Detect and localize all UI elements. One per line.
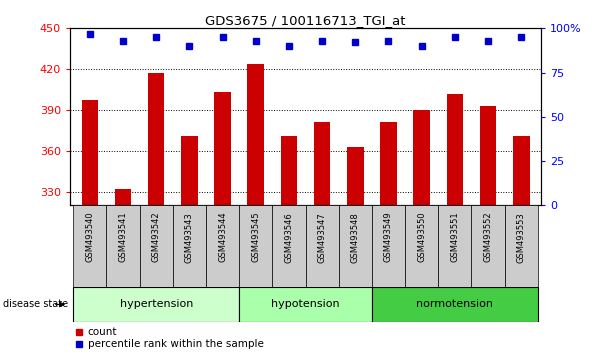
Bar [73,205,106,287]
Bar [480,106,496,205]
Text: disease state: disease state [3,299,68,309]
Title: GDS3675 / 100116713_TGI_at: GDS3675 / 100116713_TGI_at [206,14,406,27]
Bar [247,64,264,205]
Bar [305,205,339,287]
Bar [148,73,165,205]
Text: GSM493543: GSM493543 [185,212,194,263]
Bar [181,136,198,205]
Bar [372,287,538,322]
Text: hypotension: hypotension [271,299,340,309]
Bar [106,205,140,287]
Text: GSM493542: GSM493542 [152,212,161,262]
Bar [380,122,397,205]
Bar [438,205,471,287]
Bar [339,205,372,287]
Text: normotension: normotension [416,299,493,309]
Bar [115,189,131,205]
Bar [413,110,430,205]
Text: GSM493545: GSM493545 [251,212,260,262]
Bar [372,205,405,287]
Bar [73,287,239,322]
Bar [239,287,372,322]
Text: hypertension: hypertension [120,299,193,309]
Bar [81,101,98,205]
Text: GSM493540: GSM493540 [85,212,94,262]
Bar [314,122,330,205]
Text: GSM493544: GSM493544 [218,212,227,262]
Bar [140,205,173,287]
Bar [214,92,231,205]
Legend: count, percentile rank within the sample: count, percentile rank within the sample [75,327,263,349]
Text: GSM493549: GSM493549 [384,212,393,262]
Bar [471,205,505,287]
Bar [405,205,438,287]
Bar [347,147,364,205]
Bar [239,205,272,287]
Bar [173,205,206,287]
Bar [446,94,463,205]
Bar [505,205,538,287]
Text: GSM493548: GSM493548 [351,212,360,263]
Bar [272,205,305,287]
Bar [206,205,239,287]
Text: GSM493551: GSM493551 [451,212,459,262]
Bar [513,136,530,205]
Text: GSM493550: GSM493550 [417,212,426,262]
Text: GSM493553: GSM493553 [517,212,526,263]
Text: GSM493546: GSM493546 [285,212,294,263]
Text: GSM493541: GSM493541 [119,212,128,262]
Text: GSM493547: GSM493547 [317,212,326,263]
Bar [281,136,297,205]
Text: GSM493552: GSM493552 [483,212,492,262]
